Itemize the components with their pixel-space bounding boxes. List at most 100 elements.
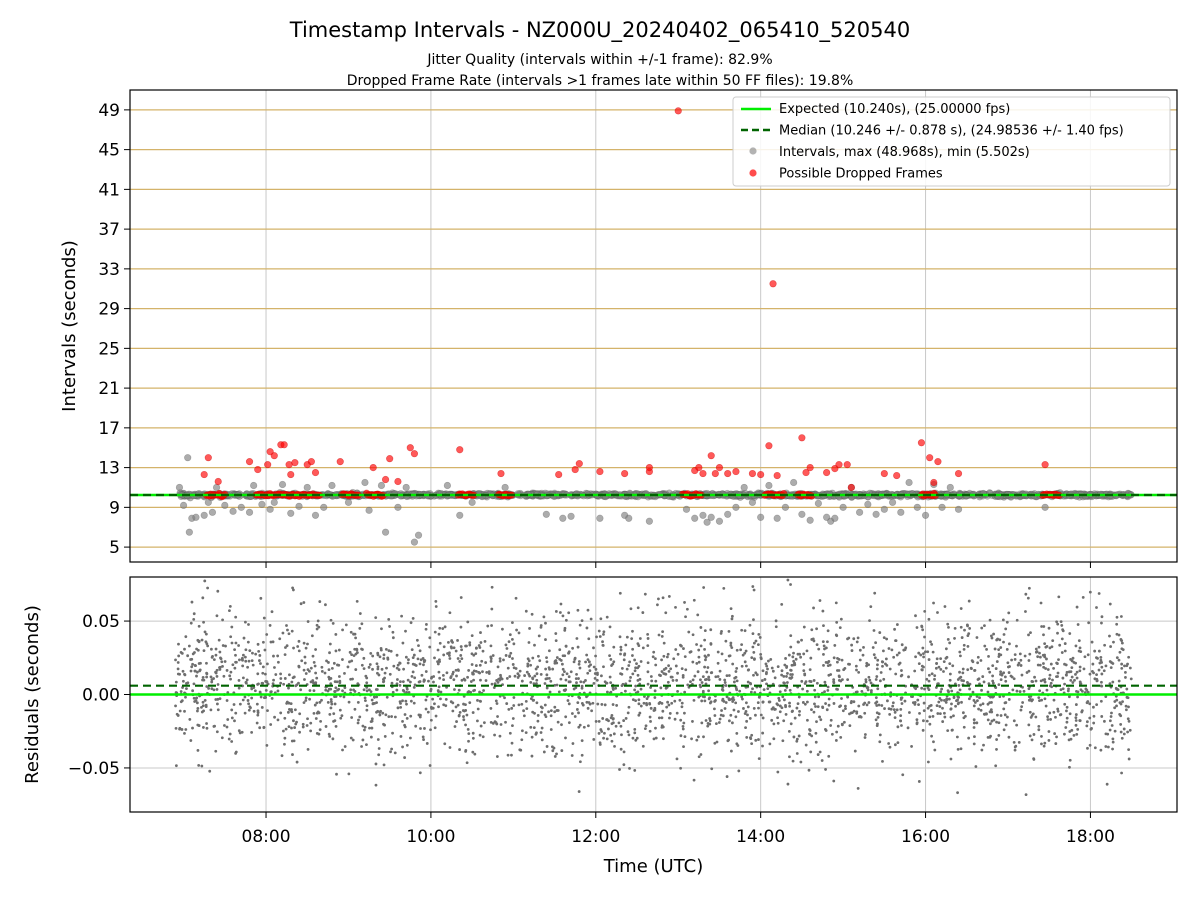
residual-point (337, 664, 340, 667)
residual-point (957, 678, 960, 681)
residual-point (814, 695, 817, 698)
residual-point (180, 690, 183, 693)
residual-point (341, 714, 344, 717)
residual-point (708, 717, 711, 720)
residual-point (484, 640, 487, 643)
residual-point (215, 654, 218, 657)
residual-point (627, 664, 630, 667)
residual-point (247, 641, 250, 644)
residual-point (1072, 661, 1075, 664)
residual-point (961, 672, 964, 675)
residual-point (219, 657, 222, 660)
residual-point (794, 717, 797, 720)
residual-point (976, 661, 979, 664)
residual-point (978, 677, 981, 680)
residual-point (257, 709, 260, 712)
interval-point (733, 504, 740, 511)
residual-point (1104, 745, 1107, 748)
residual-point (642, 646, 645, 649)
residual-point (1015, 645, 1018, 648)
residual-point (339, 709, 342, 712)
residual-point (628, 706, 631, 709)
residual-point (334, 633, 337, 636)
residual-point (515, 597, 518, 600)
residual-point (215, 648, 218, 651)
residual-point (876, 659, 879, 662)
residual-point (854, 750, 857, 753)
residual-point (865, 681, 868, 684)
residual-point (1085, 689, 1088, 692)
residual-point (512, 663, 515, 666)
interval-point (304, 484, 311, 491)
dropped-frame-point (271, 452, 278, 459)
interval-point (456, 512, 463, 519)
residual-point (402, 680, 405, 683)
residual-point (874, 641, 877, 644)
residual-point (256, 722, 259, 725)
residual-point (455, 675, 458, 678)
residual-point (974, 765, 977, 768)
residual-point (191, 663, 194, 666)
residual-point (979, 704, 982, 707)
residual-point (259, 691, 262, 694)
residual-point (407, 679, 410, 682)
residual-point (1076, 728, 1079, 731)
residual-point (862, 654, 865, 657)
residual-point (456, 639, 459, 642)
residual-point (300, 659, 303, 662)
residual-point (242, 676, 245, 679)
residual-point (1014, 749, 1017, 752)
residual-point (672, 679, 675, 682)
residual-point (1079, 666, 1082, 669)
residual-point (633, 731, 636, 734)
residual-point (190, 665, 193, 668)
residual-point (594, 655, 597, 658)
residual-point (851, 649, 854, 652)
residual-point (1048, 739, 1051, 742)
residual-point (862, 646, 865, 649)
residual-point (791, 655, 794, 658)
dropped-frame-point (700, 470, 707, 477)
residual-point (311, 634, 314, 637)
residual-point (450, 639, 453, 642)
interval-point (382, 529, 389, 536)
residual-point (555, 753, 558, 756)
residual-point (555, 639, 558, 642)
residual-point (328, 713, 331, 716)
residual-point (868, 676, 871, 679)
residual-point (676, 712, 679, 715)
residual-point (963, 629, 966, 632)
residual-point (339, 717, 342, 720)
residual-point (1092, 706, 1095, 709)
residual-point (1108, 635, 1111, 638)
residual-point (835, 731, 838, 734)
residual-point (848, 724, 851, 727)
residual-point (226, 699, 229, 702)
residual-point (813, 689, 816, 692)
residual-point (258, 726, 261, 729)
residual-point (373, 695, 376, 698)
residual-point (194, 664, 197, 667)
residual-point (1019, 652, 1022, 655)
residual-point (649, 730, 652, 733)
residual-point (614, 687, 617, 690)
residual-point (563, 629, 566, 632)
residual-point (308, 698, 311, 701)
residual-point (943, 716, 946, 719)
residual-point (207, 687, 210, 690)
residual-point (366, 704, 369, 707)
residual-point (233, 703, 236, 706)
residual-point (1100, 673, 1103, 676)
residual-point (745, 720, 748, 723)
residual-point (581, 685, 584, 688)
residual-point (763, 688, 766, 691)
residual-point (238, 729, 241, 732)
residual-point (442, 654, 445, 657)
legend-intervals-swatch (749, 147, 756, 154)
residual-point (789, 583, 792, 586)
residual-point (745, 665, 748, 668)
residual-point (193, 697, 196, 700)
residual-point (943, 660, 946, 663)
residual-point (932, 651, 935, 654)
residual-point (272, 679, 275, 682)
